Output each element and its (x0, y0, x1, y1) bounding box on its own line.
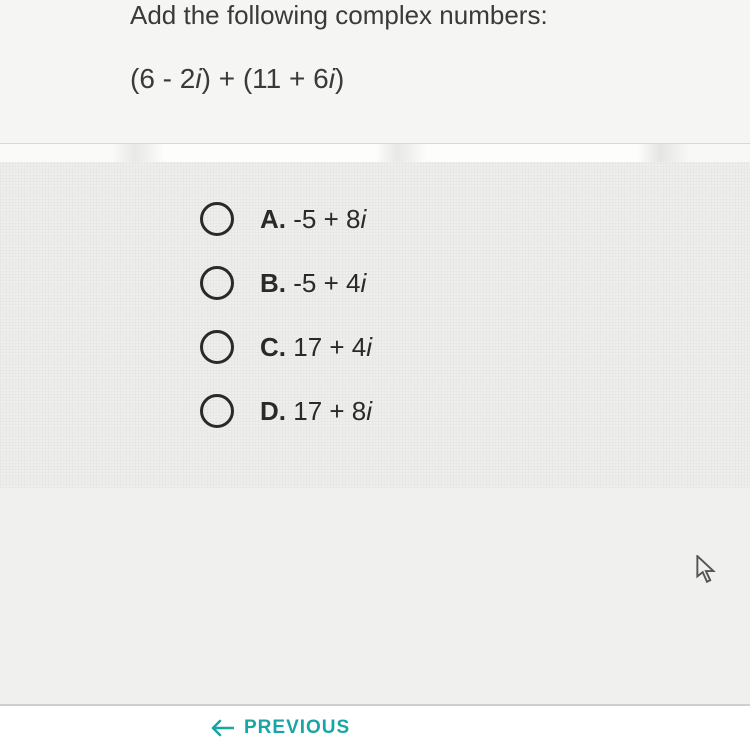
expr-part-1: (6 - 2 (130, 63, 195, 94)
expr-part-3: ) (335, 63, 344, 94)
option-a[interactable]: A. -5 + 8i (200, 202, 720, 236)
option-text-pre: -5 + 8 (293, 204, 360, 234)
radio-icon (200, 330, 234, 364)
option-text-i: i (366, 332, 372, 362)
option-d[interactable]: D. 17 + 8i (200, 394, 720, 428)
expr-part-2: ) + (11 + 6 (202, 63, 329, 94)
option-text-pre: -5 + 4 (293, 268, 360, 298)
option-text-i: i (360, 268, 366, 298)
option-text-pre: 17 + 8 (293, 396, 366, 426)
previous-label: PREVIOUS (244, 717, 350, 739)
option-text: 17 + 4i (293, 332, 372, 362)
option-label: B. -5 + 4i (260, 268, 366, 299)
option-text: -5 + 8i (293, 204, 366, 234)
option-letter: D. (260, 396, 286, 426)
cursor-icon (696, 555, 718, 585)
radio-icon (200, 394, 234, 428)
footer-bar: PREVIOUS (0, 704, 750, 750)
screen-glare (0, 144, 750, 162)
option-b[interactable]: B. -5 + 4i (200, 266, 720, 300)
radio-icon (200, 202, 234, 236)
option-text: 17 + 8i (293, 396, 372, 426)
question-area: Add the following complex numbers: (6 - … (0, 0, 750, 144)
option-letter: B. (260, 268, 286, 298)
option-text-pre: 17 + 4 (293, 332, 366, 362)
option-label: A. -5 + 8i (260, 204, 366, 235)
radio-icon (200, 266, 234, 300)
option-letter: A. (260, 204, 286, 234)
option-text-i: i (366, 396, 372, 426)
option-text-i: i (360, 204, 366, 234)
option-label: D. 17 + 8i (260, 396, 372, 427)
question-prompt: Add the following complex numbers: (130, 0, 720, 31)
question-expression: (6 - 2i) + (11 + 6i) (130, 63, 720, 95)
option-text: -5 + 4i (293, 268, 366, 298)
options-area: A. -5 + 8i B. -5 + 4i C. 17 + 4i D. 17 +… (0, 162, 750, 488)
option-letter: C. (260, 332, 286, 362)
arrow-left-icon (210, 719, 234, 737)
previous-button[interactable]: PREVIOUS (210, 717, 350, 739)
option-label: C. 17 + 4i (260, 332, 372, 363)
option-c[interactable]: C. 17 + 4i (200, 330, 720, 364)
